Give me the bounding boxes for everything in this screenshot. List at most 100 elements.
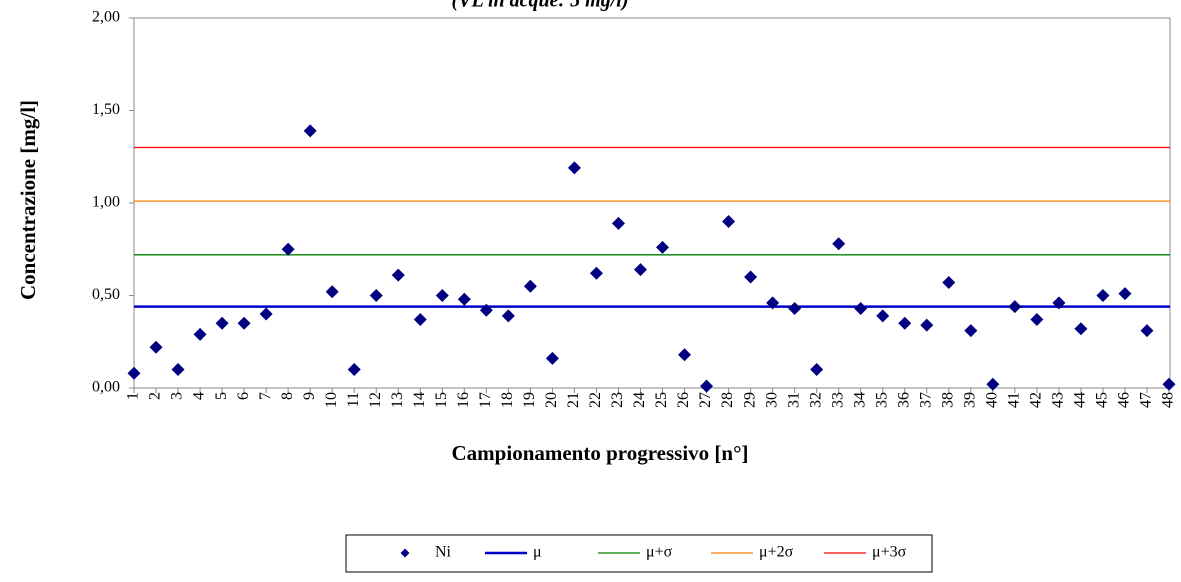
x-tick-label: 4 bbox=[191, 392, 208, 400]
data-point bbox=[633, 263, 647, 277]
y-axis-title: Concentrazione [mg/l] bbox=[16, 100, 40, 300]
x-tick-label: 12 bbox=[367, 392, 384, 408]
x-tick-label: 16 bbox=[455, 392, 472, 408]
x-tick-label: 48 bbox=[1160, 392, 1177, 408]
legend-label: Ni bbox=[435, 544, 452, 561]
x-tick-label: 45 bbox=[1094, 392, 1111, 408]
x-tick-label: 15 bbox=[433, 392, 450, 408]
x-tick-label: 35 bbox=[873, 392, 890, 408]
x-tick-label: 5 bbox=[213, 392, 230, 400]
x-tick-label: 11 bbox=[345, 392, 362, 407]
data-point bbox=[435, 289, 449, 302]
data-point bbox=[1074, 322, 1088, 336]
x-tick-label: 29 bbox=[741, 392, 758, 408]
x-tick-label: 26 bbox=[675, 392, 692, 408]
x-tick-label: 17 bbox=[477, 392, 494, 408]
x-tick-label: 37 bbox=[917, 392, 934, 408]
data-point bbox=[589, 266, 603, 280]
x-tick-label: 33 bbox=[829, 392, 846, 408]
data-point bbox=[391, 268, 405, 282]
x-tick-label: 38 bbox=[939, 392, 956, 408]
data-point bbox=[457, 292, 471, 306]
data-point bbox=[215, 316, 229, 330]
data-point bbox=[347, 363, 361, 376]
x-tick-label: 41 bbox=[1006, 392, 1023, 408]
data-point bbox=[501, 309, 515, 323]
data-point bbox=[127, 366, 141, 380]
x-tick-label: 46 bbox=[1116, 392, 1133, 408]
x-tick-label: 22 bbox=[587, 392, 604, 408]
data-point bbox=[281, 242, 295, 256]
x-tick-label: 7 bbox=[257, 392, 274, 400]
x-tick-label: 9 bbox=[301, 392, 318, 400]
data-point bbox=[369, 289, 383, 302]
chart-subtitle: (VL in acque: 5 mg/l) bbox=[451, 0, 628, 12]
data-point bbox=[876, 309, 890, 323]
x-tick-label: 32 bbox=[807, 392, 824, 408]
data-point bbox=[611, 216, 625, 230]
x-tick-label: 18 bbox=[499, 392, 516, 408]
y-tick-label: 1,00 bbox=[92, 194, 120, 211]
x-tick-label: 23 bbox=[609, 392, 626, 408]
x-tick-label: 2 bbox=[147, 392, 164, 400]
data-point bbox=[898, 316, 912, 330]
plot-area bbox=[133, 17, 1171, 389]
data-point bbox=[523, 279, 537, 293]
legend-label: μ+2σ bbox=[759, 544, 794, 561]
x-tick-label: 31 bbox=[785, 392, 802, 408]
data-point bbox=[854, 301, 868, 315]
data-point bbox=[413, 313, 427, 327]
data-point bbox=[545, 351, 559, 365]
x-tick-label: 24 bbox=[631, 392, 648, 408]
data-point bbox=[744, 270, 758, 284]
x-tick-label: 34 bbox=[851, 392, 868, 408]
data-point bbox=[678, 348, 692, 362]
data-point bbox=[920, 318, 934, 332]
data-point bbox=[237, 316, 251, 330]
legend-label: μ+3σ bbox=[872, 544, 907, 561]
y-tick-label: 1,50 bbox=[92, 101, 120, 118]
x-tick-label: 36 bbox=[895, 392, 912, 408]
data-point bbox=[810, 363, 824, 376]
data-point bbox=[1140, 324, 1154, 338]
data-point bbox=[766, 296, 780, 310]
x-tick-label: 8 bbox=[279, 392, 296, 400]
data-point bbox=[193, 327, 207, 341]
x-tick-label: 42 bbox=[1028, 392, 1045, 408]
data-point bbox=[832, 237, 846, 251]
x-tick-label: 30 bbox=[763, 392, 780, 408]
x-tick-label: 13 bbox=[389, 392, 406, 408]
x-tick-label: 47 bbox=[1138, 392, 1155, 408]
y-tick-label: 0,50 bbox=[92, 286, 120, 303]
data-point bbox=[1052, 296, 1066, 310]
x-tick-label: 1 bbox=[125, 392, 142, 400]
data-point bbox=[700, 379, 714, 393]
x-tick-label: 20 bbox=[543, 392, 560, 408]
data-point bbox=[1118, 287, 1132, 301]
data-point bbox=[1096, 289, 1110, 302]
x-tick-label: 40 bbox=[984, 392, 1001, 408]
legend-marker bbox=[400, 548, 410, 558]
x-tick-label: 10 bbox=[323, 392, 340, 408]
data-point bbox=[259, 307, 273, 321]
data-point bbox=[986, 377, 1000, 391]
data-point bbox=[1030, 313, 1044, 327]
data-point bbox=[1008, 300, 1022, 314]
data-point bbox=[567, 161, 581, 175]
x-tick-label: 14 bbox=[411, 392, 428, 408]
data-point bbox=[303, 124, 317, 138]
data-point bbox=[722, 215, 736, 228]
data-point bbox=[325, 285, 339, 299]
x-tick-label: 39 bbox=[961, 392, 978, 408]
x-tick-label: 19 bbox=[521, 392, 538, 408]
y-tick-label: 2,00 bbox=[92, 9, 120, 26]
x-tick-label: 21 bbox=[565, 392, 582, 408]
x-tick-label: 6 bbox=[235, 392, 252, 400]
x-tick-label: 25 bbox=[653, 392, 670, 408]
data-point bbox=[788, 301, 802, 315]
data-point bbox=[942, 276, 956, 290]
x-tick-label: 3 bbox=[169, 392, 186, 400]
data-point bbox=[149, 340, 163, 354]
legend-label: μ bbox=[533, 544, 542, 561]
